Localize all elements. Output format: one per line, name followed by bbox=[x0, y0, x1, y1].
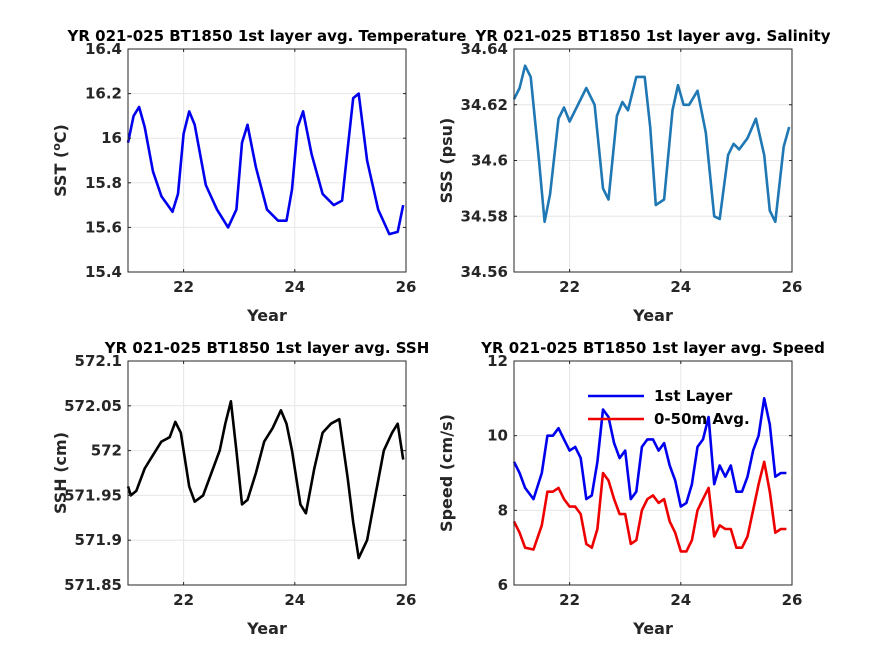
chart-title: YR 021-025 BT1850 1st layer avg. SSH bbox=[104, 339, 430, 357]
x-tick-label: 22 bbox=[559, 591, 580, 609]
y-tick-label: 572 bbox=[91, 442, 122, 460]
x-axis-label: Year bbox=[246, 619, 287, 638]
y-tick-label: 12 bbox=[487, 352, 508, 370]
x-tick-label: 24 bbox=[670, 278, 691, 296]
chart-title: YR 021-025 BT1850 1st layer avg. Speed bbox=[480, 339, 825, 357]
y-tick-label: 15.4 bbox=[85, 263, 122, 281]
subplot-1: 22 24 26 15.4 15.6 15.8 16 16.2 16.4 Year SST (oC)… bbox=[50, 27, 466, 325]
x-tick-label: 26 bbox=[782, 591, 803, 609]
x-tick-label: 24 bbox=[284, 591, 305, 609]
y-tick-label: 572.1 bbox=[75, 352, 122, 370]
y-axis-label: SSH (cm) bbox=[51, 432, 70, 514]
y-axis-label: Speed (cm/s) bbox=[437, 414, 456, 532]
y-tick-label: 6 bbox=[498, 576, 508, 594]
y-tick-label: 16.2 bbox=[85, 85, 122, 103]
x-tick-label: 24 bbox=[284, 278, 305, 296]
y-tick-label: 34.62 bbox=[461, 96, 508, 114]
y-tick-label: 15.8 bbox=[85, 174, 122, 192]
axes-box bbox=[127, 360, 407, 586]
y-tick-label: 571.95 bbox=[64, 486, 122, 504]
plot-area bbox=[128, 361, 406, 585]
y-tick-label: 8 bbox=[498, 501, 508, 519]
subplot-4: 22 24 26 6 8 10 12 Year Speed (cm/s) YR 021-025 B… bbox=[437, 339, 825, 638]
plot-area bbox=[514, 361, 792, 585]
x-tick-label: 26 bbox=[782, 278, 803, 296]
subplot-2: 22 24 26 34.56 34.58 34.6 34.62 34.64 Year SSS (p… bbox=[437, 27, 831, 325]
axes-box bbox=[513, 360, 793, 586]
y-tick-label: 16 bbox=[101, 129, 122, 147]
series-line-1 bbox=[512, 396, 787, 508]
chart-title: YR 021-025 BT1850 1st layer avg. Salinit… bbox=[474, 27, 830, 45]
x-axis-label: Year bbox=[632, 306, 673, 325]
x-axis-label: Year bbox=[246, 306, 287, 325]
x-tick-label: 26 bbox=[396, 591, 417, 609]
x-tick-label: 26 bbox=[396, 278, 417, 296]
y-tick-label: 34.6 bbox=[471, 152, 508, 170]
x-axis-label: Year bbox=[632, 619, 673, 638]
y-tick-label: 10 bbox=[487, 427, 508, 445]
x-tick-label: 24 bbox=[670, 591, 691, 609]
legend: 1st Layer 0-50m Avg. bbox=[588, 387, 750, 428]
y-tick-label: 571.9 bbox=[75, 531, 122, 549]
legend-label-1: 1st Layer bbox=[654, 387, 733, 405]
y-tick-label: 34.56 bbox=[461, 263, 508, 281]
y-axis-label: SST (oC) bbox=[50, 124, 70, 197]
series-line-1 bbox=[512, 64, 791, 224]
chart-title: YR 021-025 BT1850 1st layer avg. Tempera… bbox=[67, 27, 467, 45]
y-tick-label: 34.58 bbox=[461, 207, 508, 225]
legend-label-2: 0-50m Avg. bbox=[654, 410, 750, 428]
y-tick-label: 16.4 bbox=[85, 40, 122, 58]
series-line-2 bbox=[512, 460, 787, 553]
y-tick-label: 571.85 bbox=[64, 576, 122, 594]
x-tick-label: 22 bbox=[173, 591, 194, 609]
x-tick-label: 22 bbox=[559, 278, 580, 296]
series-line-1 bbox=[126, 399, 405, 560]
plot-area bbox=[128, 49, 406, 272]
subplot-3: 22 24 26 571.85 571.9 571.95 572 572.05 572.1 Yea… bbox=[51, 339, 429, 638]
y-tick-label: 34.64 bbox=[461, 40, 508, 58]
y-axis-label: SSS (psu) bbox=[437, 118, 456, 204]
x-tick-label: 22 bbox=[173, 278, 194, 296]
y-tick-label: 572.05 bbox=[64, 397, 122, 415]
axes-box bbox=[127, 48, 407, 273]
series-line-1 bbox=[126, 92, 405, 236]
y-tick-label: 15.6 bbox=[85, 218, 122, 236]
